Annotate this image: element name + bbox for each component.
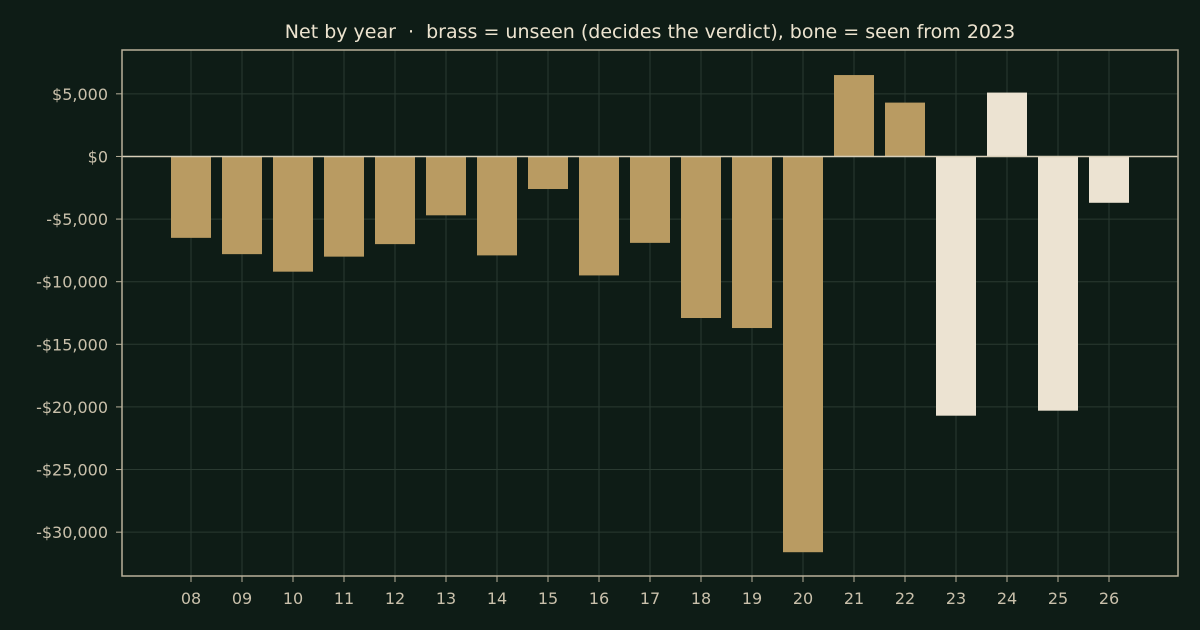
y-tick-label: -$15,000: [36, 335, 108, 354]
y-tick-label: -$20,000: [36, 398, 108, 417]
bar-11: [324, 156, 364, 257]
x-tick-label: 10: [283, 589, 303, 608]
bar-18: [681, 156, 721, 319]
bar-21: [834, 75, 874, 157]
bar-10: [273, 156, 313, 272]
chart-title: Net by year · brass = unseen (decides th…: [285, 21, 1015, 43]
x-tick-label: 19: [742, 589, 762, 608]
y-axis: $5,000 $0 -$5,000 -$10,000 -$15,000 -$20,000 -…: [36, 85, 122, 542]
bar-08: [171, 156, 211, 238]
bar-23: [936, 156, 976, 416]
x-tick-label: 24: [997, 589, 1017, 608]
x-tick-label: 11: [334, 589, 354, 608]
x-tick-label: 18: [691, 589, 711, 608]
bar-20: [783, 156, 823, 553]
grid: [122, 50, 1178, 576]
y-tick-label: -$5,000: [46, 210, 108, 229]
x-tick-label: 22: [895, 589, 915, 608]
x-tick-label: 25: [1048, 589, 1068, 608]
x-axis: 08 09 10 11 12 13 14 15 16 17 18 19 20 21 22 23 24 25 26: [181, 576, 1119, 608]
bar-16: [579, 156, 619, 276]
y-tick-label: $0: [88, 147, 108, 166]
bar-25: [1038, 156, 1078, 411]
bar-13: [426, 156, 466, 216]
x-tick-label: 15: [538, 589, 558, 608]
x-tick-label: 20: [793, 589, 813, 608]
x-tick-label: 16: [589, 589, 609, 608]
x-tick-label: 17: [640, 589, 660, 608]
bar-15: [528, 156, 568, 190]
bar-17: [630, 156, 670, 243]
bar-24: [987, 92, 1027, 157]
bar-14: [477, 156, 517, 256]
x-tick-label: 23: [946, 589, 966, 608]
bar-22: [885, 102, 925, 157]
bars: [171, 75, 1129, 553]
x-tick-label: 21: [844, 589, 864, 608]
bar-26: [1089, 156, 1129, 203]
x-tick-label: 08: [181, 589, 201, 608]
x-tick-label: 09: [232, 589, 252, 608]
x-tick-label: 14: [487, 589, 507, 608]
x-tick-label: 26: [1099, 589, 1119, 608]
y-tick-label: -$30,000: [36, 523, 108, 542]
y-tick-label: -$25,000: [36, 461, 108, 480]
bar-12: [375, 156, 415, 245]
x-tick-label: 12: [385, 589, 405, 608]
x-tick-label: 13: [436, 589, 456, 608]
y-tick-label: $5,000: [52, 85, 108, 104]
y-tick-label: -$10,000: [36, 273, 108, 292]
bar-19: [732, 156, 772, 329]
bar-09: [222, 156, 262, 255]
